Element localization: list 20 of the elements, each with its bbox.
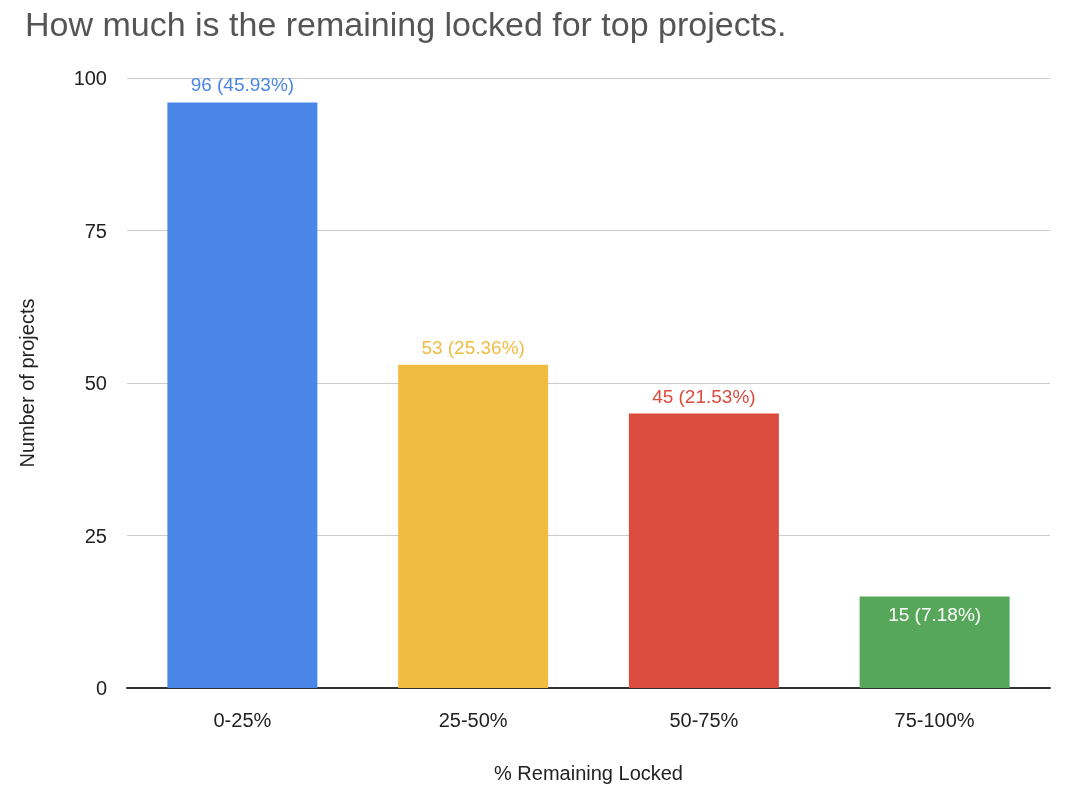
bar xyxy=(628,413,779,688)
data-label: 45 (21.53%) xyxy=(652,385,756,407)
bar xyxy=(398,364,549,688)
y-tick-label: 100 xyxy=(73,67,107,89)
x-tick-label: 0-25% xyxy=(213,709,272,731)
x-tick-label: 25-50% xyxy=(438,709,508,731)
x-tick-label: 75-100% xyxy=(894,709,975,731)
y-tick-label: 50 xyxy=(84,372,107,394)
y-tick-label: 75 xyxy=(84,219,107,242)
bar xyxy=(859,596,1010,688)
x-axis-title: % Remaining Locked xyxy=(494,762,683,784)
data-label: 15 (7.18%) xyxy=(888,603,982,625)
bar xyxy=(167,102,318,688)
x-tick-label: 50-75% xyxy=(669,709,739,731)
data-label: 53 (25.36%) xyxy=(421,336,525,358)
y-tick-label: 0 xyxy=(95,677,107,699)
chart-title: How much is the remaining locked for top projects. xyxy=(25,5,787,43)
data-label: 96 (45.93%) xyxy=(190,74,295,96)
y-tick-label: 25 xyxy=(84,524,107,547)
y-axis-title: Number of projects xyxy=(16,298,38,468)
